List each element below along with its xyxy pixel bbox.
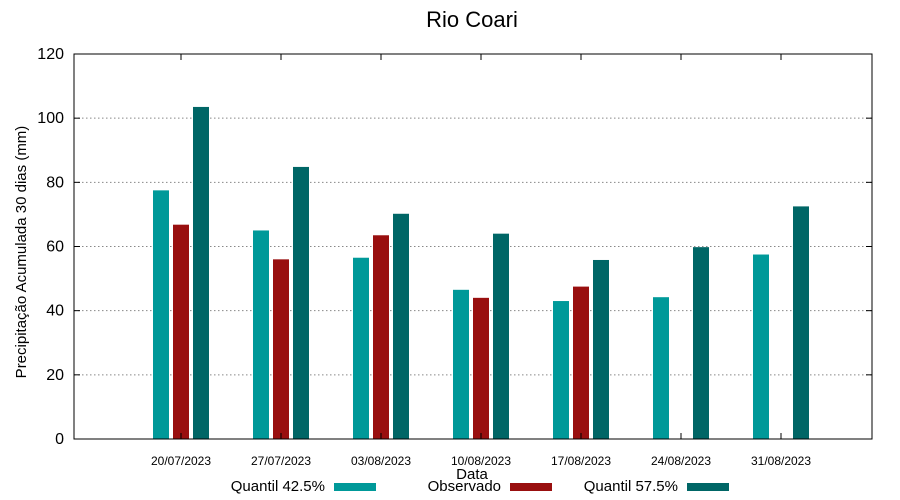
bar-quantil-57-5--1 [293,166,309,439]
legend-label: Quantil 42.5% [231,478,325,495]
y-tick-label: 120 [37,46,64,63]
y-tick-label: 80 [46,174,64,191]
bar-quantil-57-5--5 [693,247,709,439]
bar-quantil-57-5--6 [793,206,809,439]
bar-quantil-42-5--0 [153,190,169,439]
x-tick-label: 31/08/2023 [751,454,811,468]
bar-observado-3 [473,297,489,439]
bar-quantil-42-5--4 [553,301,569,439]
bar-observado-2 [373,235,389,439]
legend-swatch [687,483,729,491]
x-tick-label: 10/08/2023 [451,454,511,468]
legend-label: Quantil 57.5% [584,478,678,495]
x-tick-label: 27/07/2023 [251,454,311,468]
y-tick-label: 100 [37,110,64,127]
bar-quantil-42-5--1 [253,230,269,439]
bar-quantil-42-5--5 [653,297,669,439]
bar-observado-1 [273,259,289,439]
y-tick-label: 60 [46,239,64,256]
y-tick-label: 0 [55,431,64,448]
bar-quantil-42-5--6 [753,254,769,439]
legend-label: Observado [428,478,501,495]
legend-swatch [334,483,376,491]
bar-observado-4 [573,286,589,439]
legend-swatch [510,483,552,491]
bar-quantil-57-5--3 [493,233,509,439]
chart-title: Rio Coari [426,7,518,32]
y-tick-label: 20 [46,367,64,384]
bar-quantil-42-5--2 [353,257,369,439]
y-tick-label: 40 [46,303,64,320]
bar-quantil-57-5--4 [593,259,609,439]
y-axis-label: Precipitação Acumulada 30 dias (mm) [13,126,30,379]
bar-quantil-57-5--0 [193,106,209,439]
x-tick-label: 17/08/2023 [551,454,611,468]
bar-quantil-42-5--3 [453,289,469,439]
bar-observado-0 [173,224,189,439]
x-tick-label: 03/08/2023 [351,454,411,468]
x-tick-label: 24/08/2023 [651,454,711,468]
x-axis-label: Data [456,466,488,483]
x-tick-label: 20/07/2023 [151,454,211,468]
bar-quantil-57-5--2 [393,213,409,439]
